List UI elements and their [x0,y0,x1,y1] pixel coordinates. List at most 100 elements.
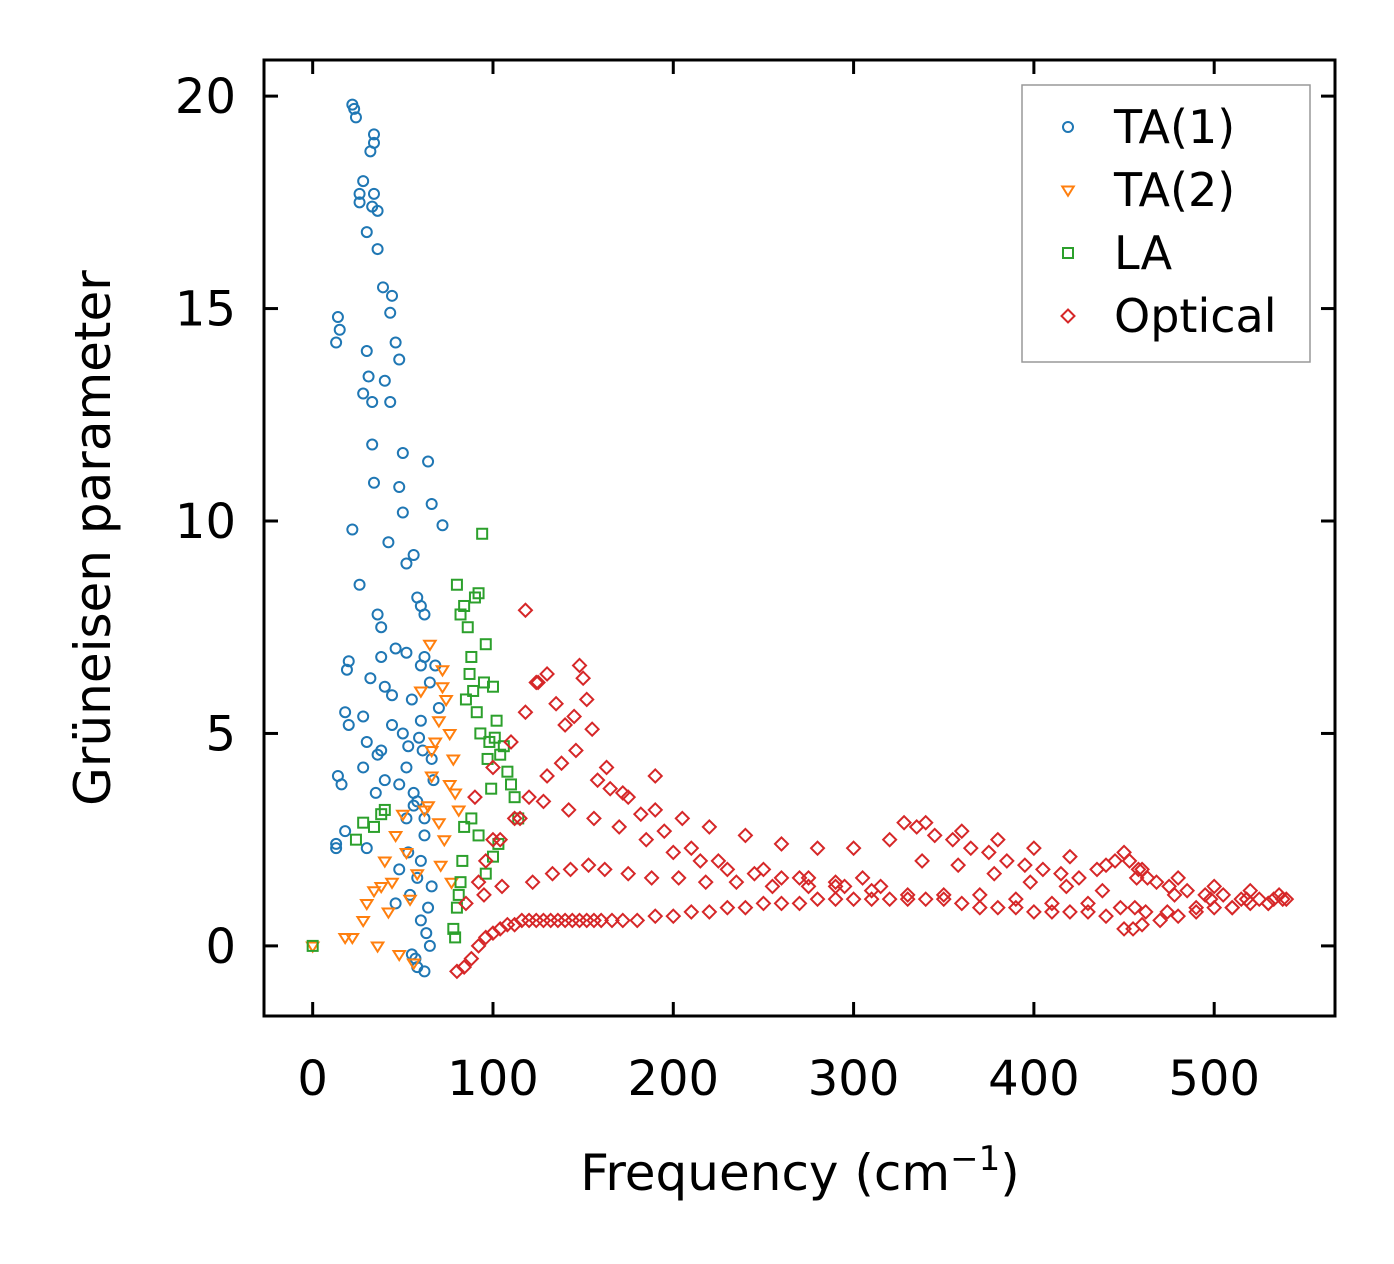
data-point-la [454,876,467,889]
data-point-ta-1 [422,901,435,914]
data-point-ta-2 [442,779,458,793]
data-point-optical [470,937,487,954]
data-point-optical [456,959,473,976]
data-point-optical [1034,861,1051,878]
data-point-optical [809,840,826,857]
data-point-ta-2 [433,860,449,873]
data-point-optical [986,865,1003,882]
data-point-ta-1 [360,345,373,358]
data-point-ta-1 [348,102,361,115]
data-point-ta-1 [353,578,366,591]
data-point-ta-1 [371,243,384,256]
data-point-ta-2 [424,771,440,784]
data-point-optical [971,886,988,903]
axis-ticks [264,60,1335,1016]
data-point-ta-2 [380,907,396,920]
data-point-optical [1080,903,1096,920]
data-point-optical [1260,895,1277,912]
data-point-ta-1 [378,680,391,693]
data-point-ta-2 [443,877,460,890]
data-point-optical [665,908,682,925]
data-point-ta-1 [402,740,415,753]
data-point-optical [881,891,898,908]
data-point-optical [1062,903,1078,920]
data-point-optical [737,899,754,916]
data-point-la [459,693,472,706]
plot-frame [262,58,1337,1018]
x-tick-label: 400 [988,1051,1080,1107]
data-point-optical [485,925,501,942]
data-point-optical [755,895,772,912]
data-point-ta-2 [355,915,371,929]
data-point-optical [647,802,664,818]
data-point-ta-1 [405,693,418,706]
data-point-ta-2 [413,686,429,699]
data-point-ta-1 [360,735,373,748]
data-point-optical [578,912,595,929]
data-point-ta-2 [447,788,463,801]
x-axis-label: Frequency (cm−1) [580,1139,1020,1202]
data-point-optical [953,823,970,840]
data-point-optical [845,840,862,857]
data-point-ta-1 [413,731,426,744]
data-point-optical [692,853,709,869]
data-point-ta-1 [360,842,373,855]
data-point-la [450,901,463,914]
data-point-ta-1 [396,447,409,460]
data-point-ta-2 [424,745,440,759]
data-point-la [505,778,518,791]
data-point-optical [1152,912,1169,929]
data-point-optical [1058,878,1075,895]
data-point-optical [665,844,682,861]
data-point-ta-1 [357,710,370,723]
data-point-optical [632,806,649,823]
data-point-ta-1 [407,548,420,561]
data-point-optical [586,810,602,827]
data-point-la [479,638,492,651]
data-point-optical [521,789,537,806]
data-point-ta-2 [398,847,414,861]
data-point-ta-1 [371,748,384,761]
data-point-optical [836,878,853,895]
data-point-optical [629,912,646,929]
data-point-optical [809,891,826,908]
data-point-la [481,752,494,765]
data-point-optical [586,912,602,929]
data-point-optical [512,810,528,827]
data-point-ta-1 [423,939,436,952]
data-point-optical [566,708,583,725]
data-point-la [458,599,471,612]
data-point-optical [571,912,588,929]
data-point-ta-2 [402,894,418,907]
data-point-optical [499,916,516,933]
series-la [306,527,525,952]
data-point-ta-2 [431,818,447,831]
data-point-ta-1 [386,689,399,702]
data-point-optical [1134,916,1150,933]
data-point-optical [503,734,519,750]
data-point-optical [580,857,597,874]
data-point-ta-1 [378,774,391,787]
data-point-optical [1016,857,1033,874]
legend-marker-optical [1060,308,1076,324]
data-point-ta-1 [393,778,406,791]
data-point-ta-2 [422,639,438,652]
x-tick-label: 100 [447,1051,539,1107]
data-point-optical [1053,865,1069,882]
data-point-ta-1 [331,311,344,324]
data-point-ta-1 [360,226,373,239]
data-point-ta-1 [418,829,431,842]
data-point-optical [728,874,745,891]
data-point-ta-1 [330,842,343,855]
data-point-ta-1 [389,336,402,349]
data-point-ta-1 [349,111,362,124]
data-point-ta-1 [378,374,391,387]
data-point-optical [944,831,961,848]
data-point-ta-1 [371,204,384,217]
data-point-ta-1 [375,650,388,663]
data-point-optical [1130,861,1147,878]
series-optical [449,602,1295,980]
data-point-optical [492,920,509,937]
data-point-optical [524,874,541,891]
